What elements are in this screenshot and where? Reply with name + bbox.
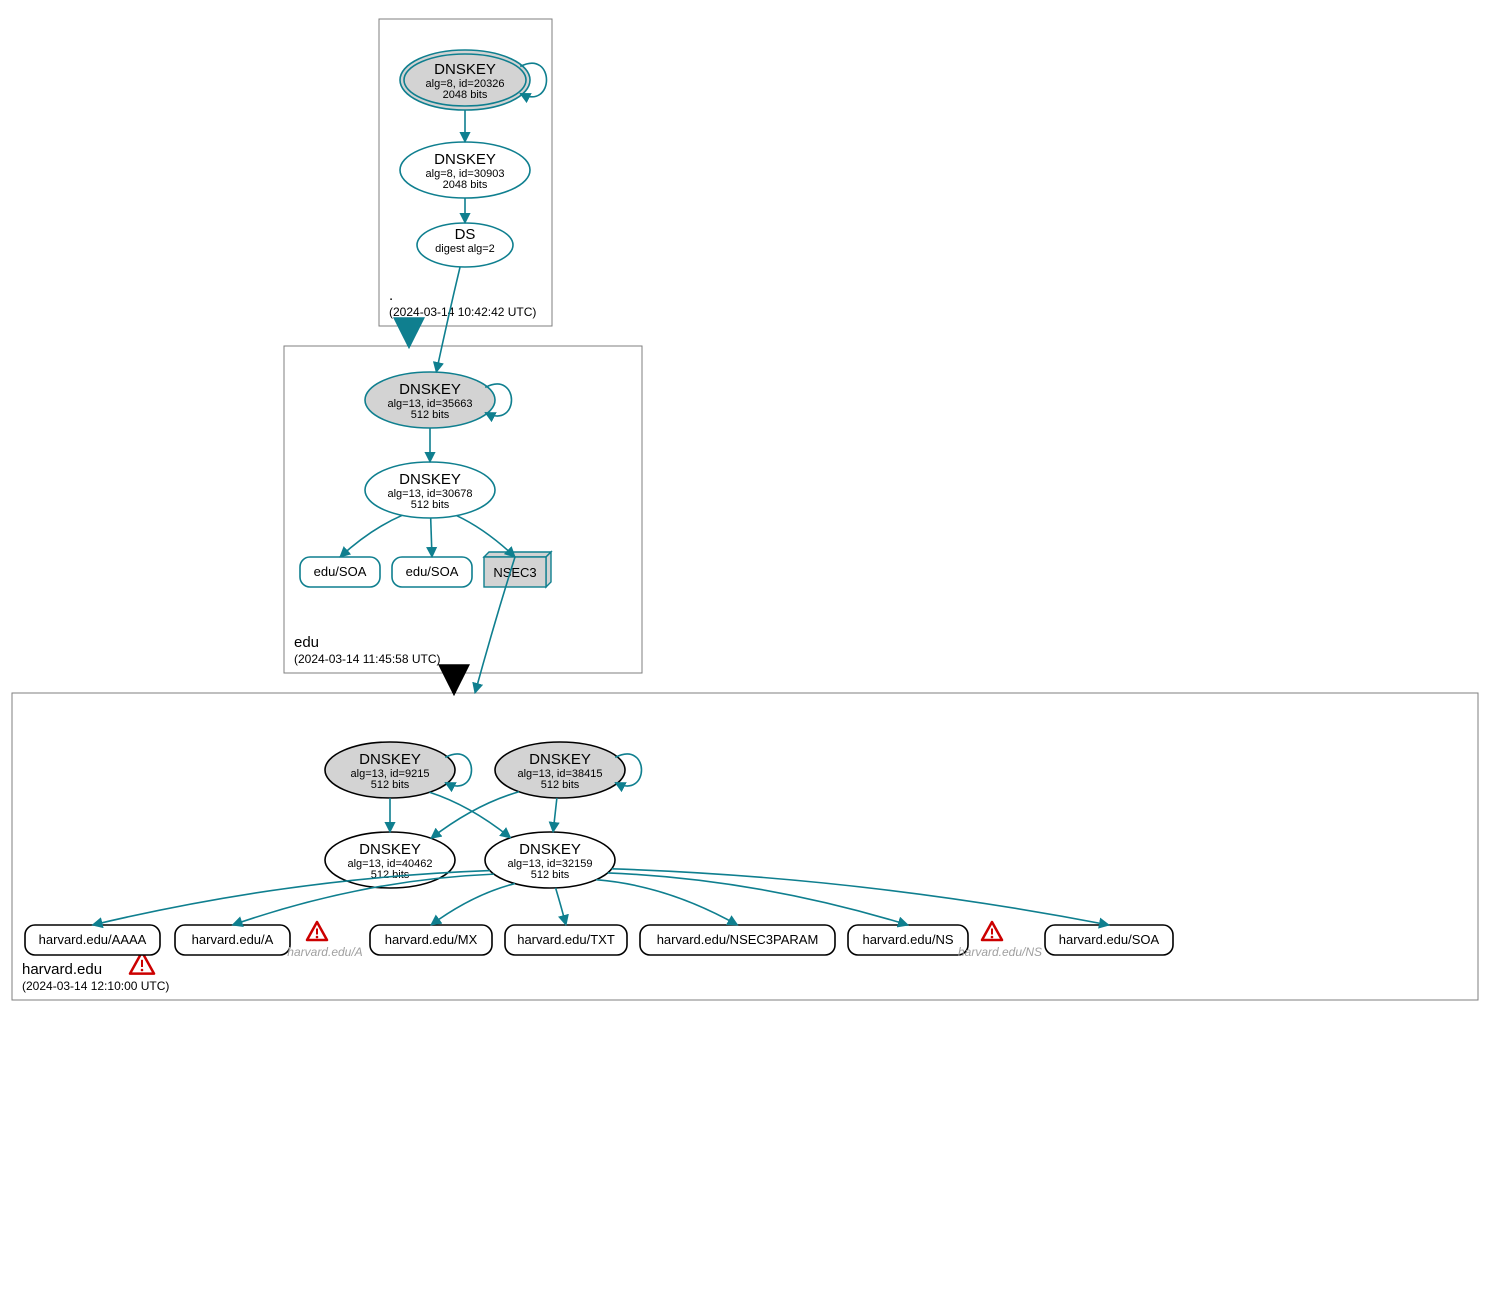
svg-text:harvard.edu/MX: harvard.edu/MX <box>385 932 478 947</box>
svg-text:512 bits: 512 bits <box>411 409 450 421</box>
svg-text:DNSKEY: DNSKEY <box>434 61 496 78</box>
svg-text:DNSKEY: DNSKEY <box>529 751 591 768</box>
svg-text:NSEC3: NSEC3 <box>493 565 536 580</box>
dnssec-diagram: .(2024-03-14 10:42:42 UTC)edu(2024-03-14… <box>0 0 1491 1308</box>
svg-text:DNSKEY: DNSKEY <box>399 381 461 398</box>
svg-text:DNSKEY: DNSKEY <box>399 471 461 488</box>
svg-text:edu/SOA: edu/SOA <box>406 564 459 579</box>
svg-text:digest alg=2: digest alg=2 <box>435 243 495 255</box>
svg-text:harvard.edu/NS: harvard.edu/NS <box>862 932 953 947</box>
svg-text:DS: DS <box>455 226 476 243</box>
svg-text:512 bits: 512 bits <box>371 779 410 791</box>
svg-text:DNSKEY: DNSKEY <box>519 841 581 858</box>
svg-text:(2024-03-14 11:45:58 UTC): (2024-03-14 11:45:58 UTC) <box>294 652 441 666</box>
svg-text:edu/SOA: edu/SOA <box>314 564 367 579</box>
svg-text:512 bits: 512 bits <box>541 779 580 791</box>
svg-text:harvard.edu/NS: harvard.edu/NS <box>958 945 1042 959</box>
svg-text:harvard.edu/TXT: harvard.edu/TXT <box>517 932 615 947</box>
svg-text:DNSKEY: DNSKEY <box>434 151 496 168</box>
svg-text:harvard.edu/SOA: harvard.edu/SOA <box>1059 932 1160 947</box>
svg-text:(2024-03-14 10:42:42 UTC): (2024-03-14 10:42:42 UTC) <box>389 305 536 319</box>
svg-text:512 bits: 512 bits <box>531 869 570 881</box>
svg-text:2048 bits: 2048 bits <box>443 89 488 101</box>
svg-text:harvard.edu: harvard.edu <box>22 961 102 978</box>
svg-text:(2024-03-14 12:10:00 UTC): (2024-03-14 12:10:00 UTC) <box>22 979 169 993</box>
svg-text:harvard.edu/NSEC3PARAM: harvard.edu/NSEC3PARAM <box>657 932 819 947</box>
svg-text:harvard.edu/AAAA: harvard.edu/AAAA <box>39 932 147 947</box>
svg-text:.: . <box>389 287 393 304</box>
svg-text:edu: edu <box>294 634 319 651</box>
svg-text:harvard.edu/A: harvard.edu/A <box>192 932 274 947</box>
svg-text:DNSKEY: DNSKEY <box>359 751 421 768</box>
svg-text:DNSKEY: DNSKEY <box>359 841 421 858</box>
svg-text:512 bits: 512 bits <box>411 499 450 511</box>
svg-text:2048 bits: 2048 bits <box>443 179 488 191</box>
svg-text:harvard.edu/A: harvard.edu/A <box>287 945 362 959</box>
